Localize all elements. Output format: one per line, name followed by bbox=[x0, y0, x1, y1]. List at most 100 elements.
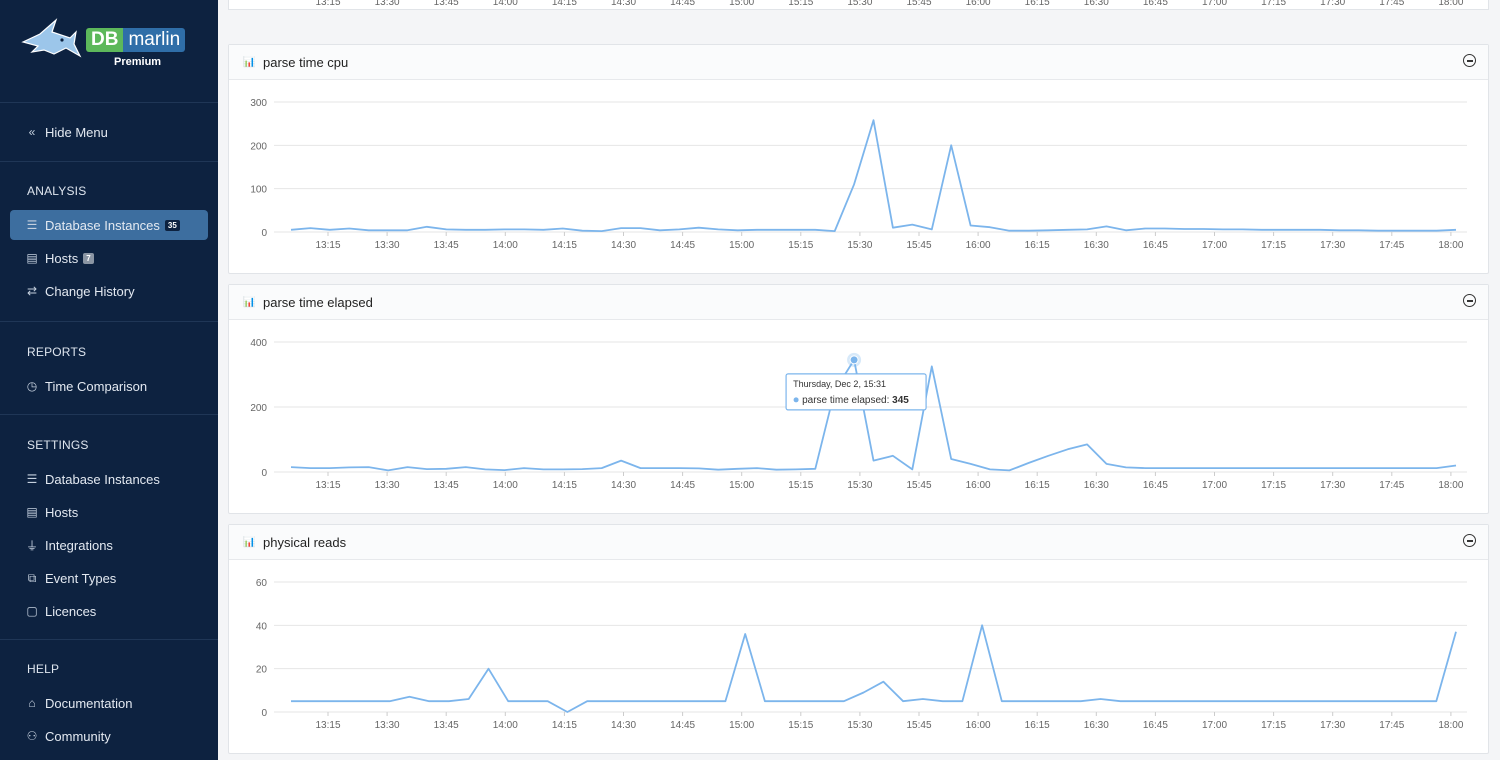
logo[interactable]: DB marlin Premium bbox=[18, 12, 208, 82]
panel-title: parse time cpu bbox=[263, 54, 349, 70]
x-tick-label: 16:45 bbox=[1143, 0, 1168, 8]
chart-panel-parse-time-cpu: 📊 parse time cpu 0 100 200 300 13:15 13:30 13:… bbox=[228, 44, 1489, 274]
x-tick-label: 16:30 bbox=[1084, 0, 1109, 8]
x-tick-label: 15:00 bbox=[729, 480, 754, 491]
y-tick-label: 0 bbox=[261, 468, 267, 479]
divider bbox=[0, 639, 218, 640]
divider bbox=[0, 102, 218, 103]
x-tick-label: 15:00 bbox=[729, 720, 754, 731]
chart-panel-physical-reads: 📊 physical reads 0 20 40 60 13:15 13:30 13:45 1… bbox=[228, 524, 1489, 754]
y-tick-label: 200 bbox=[250, 403, 267, 414]
x-tick-label: 13:15 bbox=[315, 480, 340, 491]
y-tick-label: 100 bbox=[250, 185, 267, 196]
x-tick-label: 15:45 bbox=[906, 480, 931, 491]
x-tick-label: 16:45 bbox=[1143, 240, 1168, 251]
users-icon: ⚇ bbox=[26, 729, 38, 743]
x-tick-label: 13:45 bbox=[434, 480, 459, 491]
sidebar-item-documentation[interactable]: ⌂ Documentation bbox=[10, 688, 208, 718]
chart-icon: 📊 bbox=[243, 296, 256, 308]
sidebar-item-label: Documentation bbox=[45, 695, 133, 711]
x-tick-label: 17:45 bbox=[1379, 240, 1404, 251]
divider bbox=[0, 414, 218, 415]
x-tick-label: 15:15 bbox=[788, 720, 813, 731]
sidebar-item-event-types[interactable]: ⧉ Event Types bbox=[10, 563, 208, 593]
x-tick-label: 17:45 bbox=[1379, 0, 1404, 8]
x-tick-label: 17:30 bbox=[1320, 720, 1345, 731]
collapse-icon[interactable] bbox=[1463, 54, 1476, 67]
x-tick-label: 13:30 bbox=[375, 240, 400, 251]
chart-icon: 📊 bbox=[243, 536, 256, 548]
x-tick-label: 14:30 bbox=[611, 240, 636, 251]
x-tick-label: 16:15 bbox=[1025, 240, 1050, 251]
y-tick-label: 0 bbox=[261, 228, 267, 239]
hide-menu-label: Hide Menu bbox=[45, 124, 108, 140]
x-tick-label: 14:45 bbox=[670, 480, 695, 491]
x-tick-label: 16:15 bbox=[1025, 720, 1050, 731]
x-tick-label: 13:45 bbox=[434, 240, 459, 251]
sidebar-item-label: Community bbox=[45, 728, 111, 744]
x-tick-label: 17:15 bbox=[1261, 720, 1286, 731]
x-tick-label: 16:45 bbox=[1143, 720, 1168, 731]
chart-physical-reads[interactable]: 0 20 40 60 13:15 13:30 13:45 14:00 14:15 14:30 14:… bbox=[229, 560, 1488, 754]
x-tick-label: 13:30 bbox=[375, 0, 400, 8]
hover-point bbox=[849, 355, 859, 365]
chart-panel-parse-time-elapsed: 📊 parse time elapsed 0 200 400 13:15 13:30 13… bbox=[228, 284, 1489, 514]
x-tick-label: 14:00 bbox=[493, 720, 518, 731]
x-tick-label: 16:15 bbox=[1025, 0, 1050, 8]
tooltip-series-dot bbox=[793, 397, 799, 403]
x-tick-label: 14:30 bbox=[611, 0, 636, 8]
x-tick-label: 16:00 bbox=[966, 240, 991, 251]
sidebar-item-hosts[interactable]: ▤ Hosts 7 bbox=[10, 243, 208, 273]
x-tick-label: 15:15 bbox=[788, 480, 813, 491]
server-icon: ▤ bbox=[26, 505, 38, 519]
sidebar-item-change-history[interactable]: ⇄ Change History bbox=[10, 276, 208, 306]
series-line bbox=[291, 624, 1457, 713]
collapse-icon[interactable] bbox=[1463, 294, 1476, 307]
x-tick-label: 17:30 bbox=[1320, 0, 1345, 8]
x-tick-label: 14:15 bbox=[552, 240, 577, 251]
database-icon: ☰ bbox=[26, 218, 38, 232]
sidebar-item-time-comparison[interactable]: ◷ Time Comparison bbox=[10, 371, 208, 401]
hide-menu-button[interactable]: « Hide Menu bbox=[10, 117, 208, 147]
x-tick-label: 14:30 bbox=[611, 720, 636, 731]
tooltip-series: parse time elapsed: 345 bbox=[802, 395, 909, 406]
chart-icon: 📊 bbox=[243, 56, 256, 68]
sidebar-item-licences[interactable]: ▢ Licences bbox=[10, 596, 208, 626]
sidebar-item-settings-hosts[interactable]: ▤ Hosts bbox=[10, 497, 208, 527]
section-settings: SETTINGS bbox=[27, 438, 89, 452]
sidebar-item-integrations[interactable]: ⏚ Integrations bbox=[10, 530, 208, 560]
x-tick-label: 15:00 bbox=[729, 0, 754, 8]
brand-name: marlin bbox=[123, 28, 186, 52]
tooltip-value: 345 bbox=[892, 395, 909, 406]
y-tick-label: 400 bbox=[250, 338, 267, 349]
sidebar-item-settings-database-instances[interactable]: ☰ Database Instances bbox=[10, 464, 208, 494]
x-tick-label: 16:15 bbox=[1025, 480, 1050, 491]
chart-parse-time-cpu[interactable]: 0 100 200 300 13:15 13:30 13:45 14:00 14:15 14:30… bbox=[229, 80, 1488, 274]
y-tick-label: 20 bbox=[256, 665, 268, 676]
sidebar-item-label: Integrations bbox=[45, 537, 113, 553]
sidebar-item-database-instances[interactable]: ☰ Database Instances 35 bbox=[10, 210, 208, 240]
x-tick-label: 13:30 bbox=[375, 480, 400, 491]
section-analysis: ANALYSIS bbox=[27, 184, 87, 198]
x-tick-label: 16:30 bbox=[1084, 480, 1109, 491]
x-tick-label: 17:00 bbox=[1202, 240, 1227, 251]
chart-parse-time-elapsed[interactable]: 0 200 400 13:15 13:30 13:45 14:00 14:15 14:30 14:… bbox=[229, 320, 1488, 514]
x-tick-label: 13:15 bbox=[315, 0, 340, 8]
brand-tier: Premium bbox=[114, 56, 162, 68]
sidebar-item-label: Hosts bbox=[45, 250, 79, 266]
x-tick-label: 16:30 bbox=[1084, 720, 1109, 731]
x-tick-label: 13:30 bbox=[375, 720, 400, 731]
panel-header: 📊 parse time cpu bbox=[229, 45, 1488, 80]
x-tick-label: 15:30 bbox=[847, 480, 872, 491]
x-tick-label: 18:00 bbox=[1438, 720, 1463, 731]
x-tick-label: 18:00 bbox=[1438, 240, 1463, 251]
x-tick-label: 14:00 bbox=[493, 240, 518, 251]
events-icon: ⧉ bbox=[27, 570, 37, 585]
y-tick-label: 300 bbox=[250, 98, 267, 109]
x-tick-label: 15:15 bbox=[788, 0, 813, 8]
x-tick-label: 16:30 bbox=[1084, 240, 1109, 251]
collapse-icon[interactable] bbox=[1463, 534, 1476, 547]
sidebar-item-label: Licences bbox=[45, 603, 97, 619]
panel-title: physical reads bbox=[263, 534, 347, 550]
sidebar-item-community[interactable]: ⚇ Community bbox=[10, 721, 208, 751]
